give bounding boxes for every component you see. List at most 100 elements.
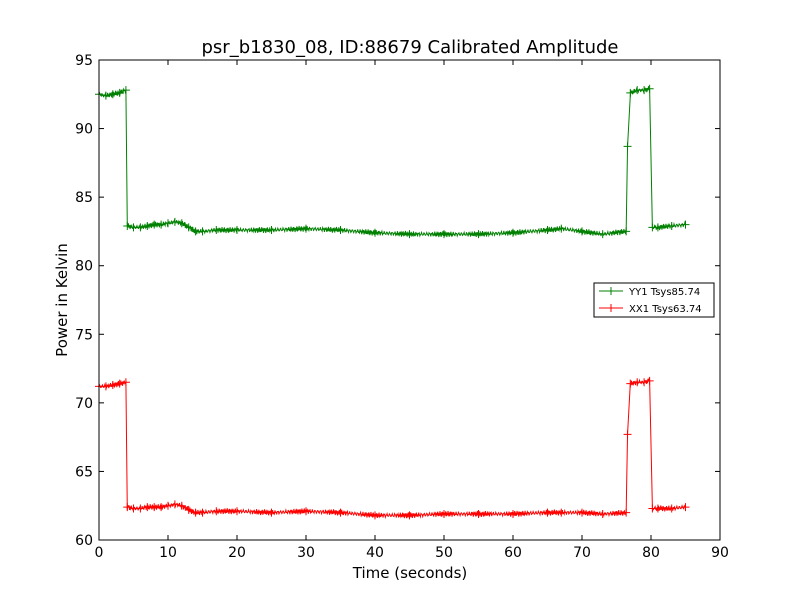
data-point	[191, 508, 200, 517]
y-tick-label: 60	[75, 533, 93, 549]
data-point	[667, 504, 676, 513]
y-axis-label: Power in Kelvin	[53, 243, 71, 357]
data-point	[177, 501, 186, 510]
data-point	[115, 88, 124, 97]
data-point	[143, 221, 152, 230]
data-point	[623, 430, 632, 439]
data-point	[198, 508, 207, 517]
data-point	[440, 230, 448, 239]
data-point	[640, 86, 649, 95]
series-0	[95, 84, 690, 239]
y-tick-label: 70	[75, 396, 93, 412]
data-point	[578, 508, 586, 517]
y-tick-label: 90	[75, 122, 93, 138]
legend-label-yy1: YY1 Tsys85.74	[628, 287, 700, 298]
data-point	[645, 376, 654, 385]
data-point	[108, 90, 117, 99]
data-point	[212, 226, 221, 235]
x-tick-label: 10	[159, 545, 177, 561]
data-point	[509, 228, 517, 237]
data-point	[233, 507, 241, 516]
data-point	[184, 505, 193, 514]
data-point	[198, 227, 207, 236]
data-point	[121, 86, 130, 95]
data-point	[598, 509, 607, 518]
data-point	[543, 226, 552, 235]
data-point	[626, 379, 635, 388]
data-point	[557, 224, 566, 233]
series-line-0	[98, 86, 686, 238]
data-point	[681, 220, 690, 229]
x-tick-label: 60	[504, 545, 522, 561]
data-point	[405, 230, 414, 239]
data-point	[157, 220, 166, 229]
data-point	[170, 500, 179, 509]
data-point	[184, 223, 193, 232]
data-point	[440, 509, 448, 518]
data-point	[667, 221, 676, 230]
chart-title: psr_b1830_08, ID:88679 Calibrated Amplit…	[202, 37, 619, 58]
data-point	[177, 219, 186, 228]
data-point	[371, 511, 379, 520]
data-point	[129, 223, 138, 232]
data-point	[302, 507, 310, 516]
data-point	[164, 501, 172, 510]
legend-marker-yy1	[607, 287, 615, 295]
series-1	[95, 376, 690, 520]
data-point	[640, 378, 649, 387]
data-point	[336, 226, 345, 235]
y-tick-label: 95	[75, 53, 93, 69]
y-tick-label: 75	[75, 327, 93, 343]
y-tick-label: 80	[75, 259, 93, 275]
data-point	[267, 508, 276, 517]
data-point	[212, 507, 221, 516]
data-point	[129, 504, 138, 513]
data-point	[626, 88, 635, 97]
data-point	[101, 91, 110, 100]
data-point	[150, 220, 159, 229]
plot-frame	[98, 59, 721, 541]
x-tick-label: 90	[711, 545, 729, 561]
data-point	[622, 508, 631, 517]
data-point	[123, 221, 132, 230]
data-point	[108, 381, 117, 390]
data-point	[578, 227, 586, 236]
data-point	[633, 86, 642, 95]
data-point	[474, 509, 483, 518]
data-point	[557, 508, 566, 517]
data-point	[681, 503, 690, 512]
x-tick-label: 80	[642, 545, 660, 561]
legend-entry-yy1: YY1 Tsys85.74	[599, 287, 700, 298]
data-point	[302, 224, 310, 233]
data-point	[123, 503, 132, 512]
data-point	[150, 503, 159, 512]
x-tick-label: 70	[573, 545, 591, 561]
legend-box	[593, 282, 715, 318]
data-point	[136, 223, 145, 232]
y-tick-label: 85	[75, 190, 93, 206]
legend-label-xx1: XX1 Tsys63.74	[629, 304, 702, 315]
x-tick-label: 0	[95, 545, 104, 561]
data-point	[474, 230, 483, 239]
data-point	[191, 227, 200, 236]
data-point	[121, 378, 130, 387]
data-point	[622, 227, 631, 236]
data-point	[267, 226, 276, 235]
data-point	[645, 84, 654, 93]
data-point	[143, 503, 152, 512]
data-point	[509, 509, 517, 518]
data-point	[233, 226, 241, 235]
data-point	[157, 503, 166, 512]
data-point	[115, 379, 124, 388]
x-tick-label: 40	[366, 545, 384, 561]
series-line-1	[98, 377, 686, 520]
data-point	[101, 382, 110, 391]
series-layer	[95, 84, 690, 520]
x-tick-label: 50	[435, 545, 453, 561]
data-point	[136, 504, 145, 513]
x-tick-label: 20	[228, 545, 246, 561]
data-point	[371, 228, 379, 237]
legend-entry-xx1: XX1 Tsys63.74	[599, 304, 702, 315]
data-point	[336, 508, 345, 517]
